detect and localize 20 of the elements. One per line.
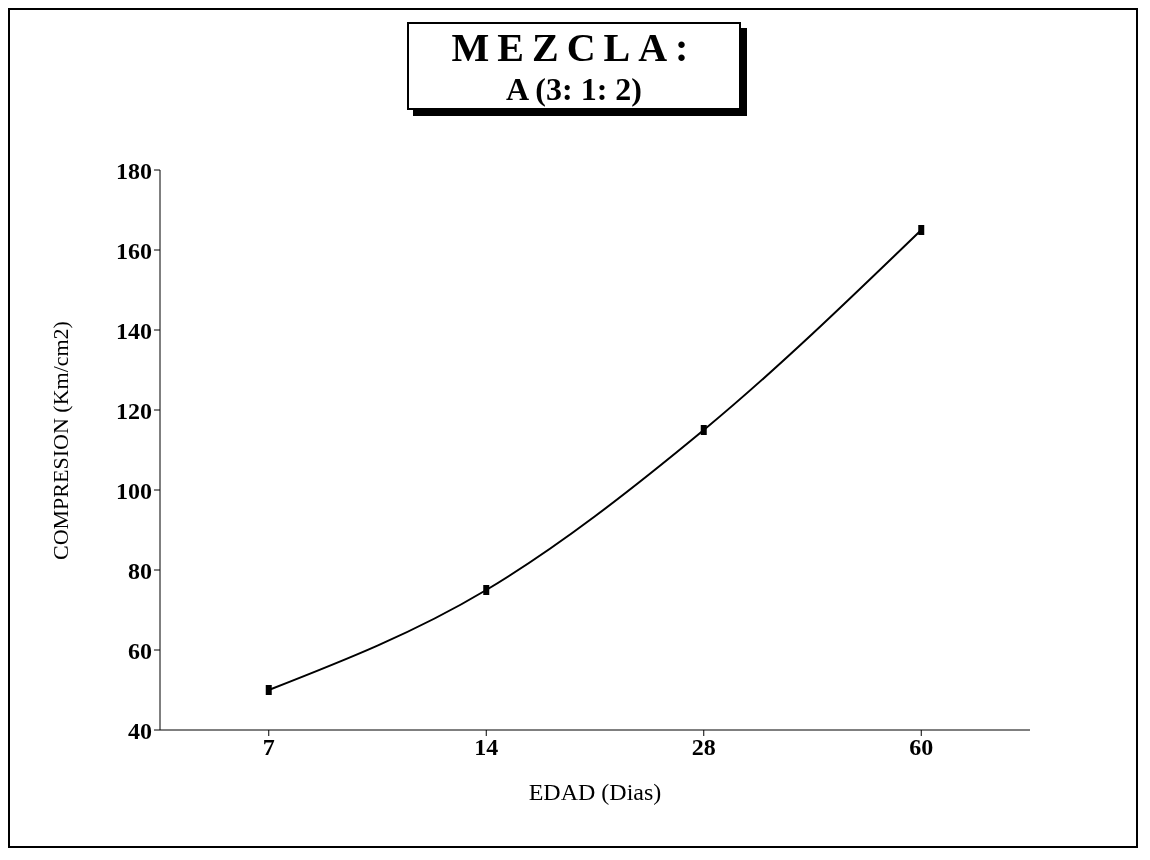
y-tick-label: 160 bbox=[116, 237, 152, 264]
x-tick-label: 28 bbox=[691, 734, 716, 761]
y-tick-label: 100 bbox=[116, 477, 152, 504]
y-tick-label: 140 bbox=[116, 317, 152, 344]
point bbox=[700, 425, 707, 435]
y-tick-label: 40 bbox=[128, 717, 152, 744]
x-tick-label: 7 bbox=[262, 734, 275, 761]
chart-subtitle: A (3: 1: 2) bbox=[505, 71, 643, 108]
x-axis-title: EDAD (Dias) bbox=[528, 779, 662, 805]
x-tick-label: 14 bbox=[474, 734, 499, 761]
chart-title: MEZCLA: bbox=[450, 24, 698, 71]
y-tick-label: 120 bbox=[116, 397, 152, 424]
y-tick-label: 80 bbox=[128, 557, 152, 584]
x-tick-label: 60 bbox=[909, 734, 934, 761]
y-axis-title: COMPRESION (Km/cm2) bbox=[47, 321, 73, 560]
y-tick-label: 60 bbox=[128, 637, 152, 664]
y-tick-label: 180 bbox=[116, 157, 152, 184]
point bbox=[918, 225, 925, 235]
point bbox=[483, 585, 490, 595]
point bbox=[265, 685, 272, 695]
